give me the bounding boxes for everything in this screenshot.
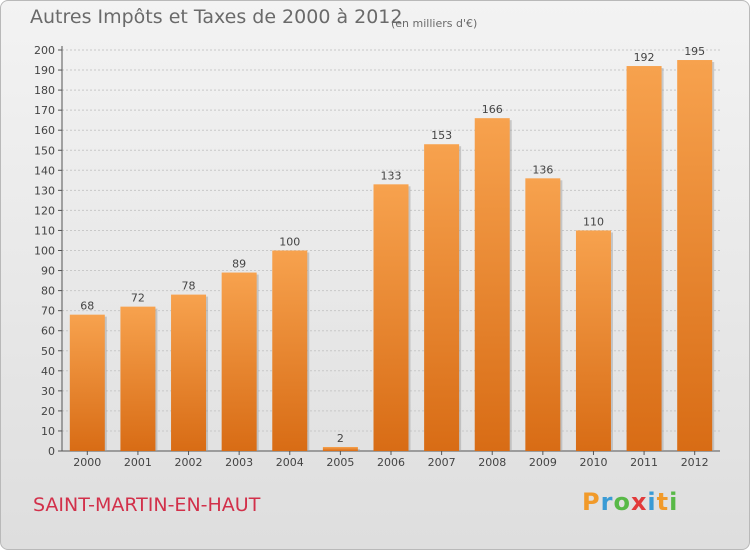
y-tick-label: 80 [41, 285, 55, 298]
y-tick-label: 200 [34, 44, 55, 57]
logo-letter: i [669, 488, 679, 516]
logo-letter: o [613, 488, 631, 516]
y-tick-label: 50 [41, 345, 55, 358]
x-tick-label: 2007 [428, 456, 456, 469]
y-tick-label: 70 [41, 305, 55, 318]
bar-value-label: 2 [337, 432, 344, 445]
y-tick-label: 130 [34, 184, 55, 197]
bar-2008 [474, 118, 510, 452]
bar-value-label: 192 [634, 51, 655, 64]
x-tick-label: 2011 [630, 456, 658, 469]
y-tick-label: 30 [41, 385, 55, 398]
y-tick-label: 40 [41, 365, 55, 378]
proxiti-logo[interactable]: Proxiti [582, 488, 678, 516]
bar-value-label: 72 [131, 292, 145, 305]
y-tick-label: 60 [41, 325, 55, 338]
y-tick-label: 0 [48, 445, 55, 458]
data-labels: 68 72 78 89 100 2 133 153 166 136 110 192 195 [80, 45, 705, 445]
y-tick-label: 170 [34, 104, 55, 117]
x-tick-label: 2010 [579, 456, 607, 469]
bar-2007 [424, 144, 460, 452]
x-tick-label: 2001 [124, 456, 152, 469]
bar-value-label: 153 [431, 129, 452, 142]
y-tick-label: 120 [34, 204, 55, 217]
bar-2002 [171, 294, 207, 451]
bar-2010 [575, 230, 611, 451]
y-tick-label: 10 [41, 425, 55, 438]
x-tick-label: 2006 [377, 456, 405, 469]
y-tick-label: 90 [41, 265, 55, 278]
x-tick-label: 2012 [681, 456, 709, 469]
x-tick-label: 2000 [73, 456, 101, 469]
bar-2003 [221, 272, 257, 451]
x-tick-label: 2004 [276, 456, 304, 469]
x-tick-label: 2005 [326, 456, 354, 469]
bar-2011 [626, 66, 662, 451]
bar-2012 [677, 60, 713, 452]
bar-value-label: 89 [232, 258, 246, 271]
chart-title: Autres Impôts et Taxes de 2000 à 2012 [30, 6, 403, 28]
x-tick-label: 2008 [478, 456, 506, 469]
y-tick-label: 150 [34, 144, 55, 157]
y-tick-label: 160 [34, 124, 55, 137]
bar-value-label: 133 [381, 169, 402, 182]
bar-2006 [373, 184, 409, 451]
bar-2000 [69, 314, 105, 451]
y-tick-label: 110 [34, 224, 55, 237]
bar-value-label: 100 [279, 236, 300, 249]
logo-letter: P [582, 488, 601, 516]
bar-value-label: 78 [182, 280, 196, 293]
x-tick-label: 2002 [175, 456, 203, 469]
bars [69, 60, 715, 452]
x-tick-label: 2009 [529, 456, 557, 469]
y-tick-label: 140 [34, 164, 55, 177]
bar-2005 [322, 446, 358, 451]
y-tick-label: 190 [34, 64, 55, 77]
x-tick-label: 2003 [225, 456, 253, 469]
y-tick-label: 20 [41, 405, 55, 418]
logo-letter: r [600, 488, 614, 516]
logo-letter: x [630, 488, 648, 516]
location-name: SAINT-MARTIN-EN-HAUT [33, 494, 261, 516]
logo-letter: i [647, 488, 657, 516]
bar-2001 [120, 306, 156, 451]
bar-2009 [525, 178, 561, 451]
bar-value-label: 166 [482, 103, 503, 116]
bar-value-label: 110 [583, 215, 604, 228]
logo-letter: t [656, 488, 670, 516]
bar-2004 [272, 250, 308, 451]
bar-value-label: 195 [684, 45, 705, 58]
y-tick-label: 180 [34, 84, 55, 97]
y-tick-label: 100 [34, 245, 55, 258]
bar-value-label: 68 [80, 300, 94, 313]
bar-value-label: 136 [532, 163, 553, 176]
chart-unit: (en milliers d'€) [391, 17, 478, 30]
